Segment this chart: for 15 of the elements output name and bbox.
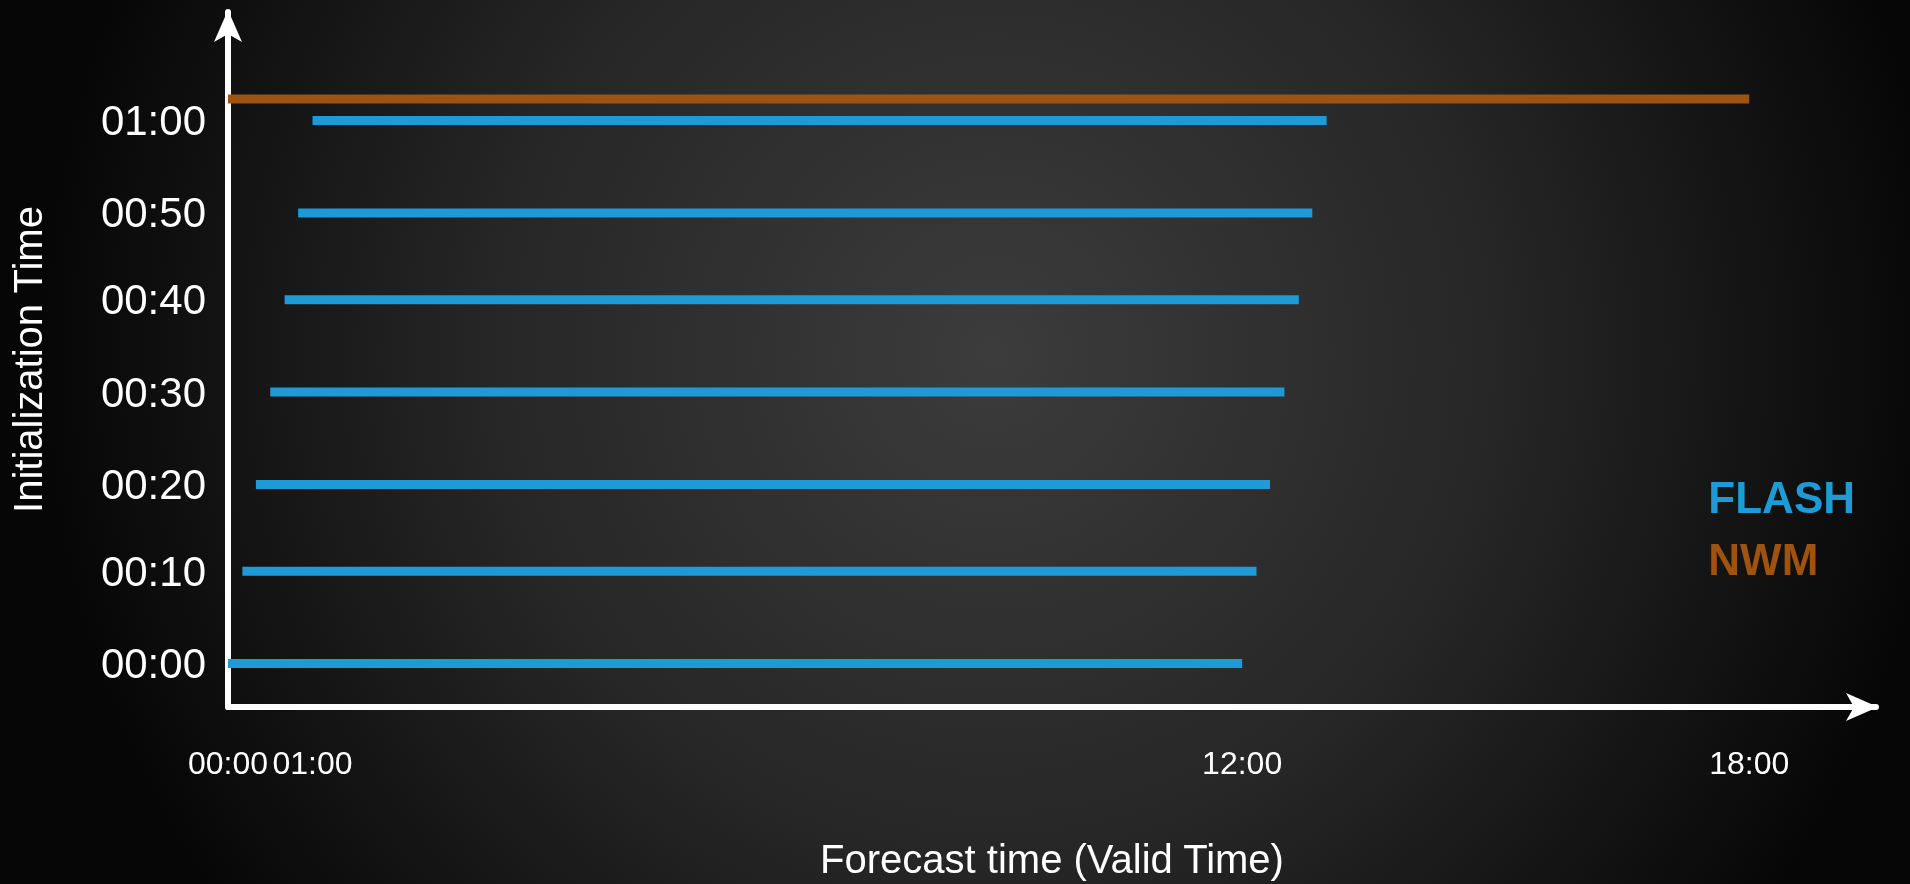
x-tick-label: 00:00 xyxy=(187,745,269,781)
text: FLASH xyxy=(1708,472,1855,522)
x-axis-title: Forecast time (Valid Time) xyxy=(820,837,1284,881)
y-tick-label: 00:40 xyxy=(100,276,206,324)
x-tick-label: 18:00 xyxy=(1709,745,1790,781)
y-tick-label: 00:00 xyxy=(100,640,206,688)
y-tick-label: 00:20 xyxy=(100,460,206,508)
y-tick-label: 00:30 xyxy=(100,368,206,416)
y-tick-label: 00:10 xyxy=(100,547,206,595)
x-tick-label: 01:00 xyxy=(272,745,353,781)
y-axis-title: Initialization Time xyxy=(6,206,50,513)
x-tick-label: 12:00 xyxy=(1202,745,1283,781)
y-tick-label: 01:00 xyxy=(100,97,206,145)
y-tick-label: 00:50 xyxy=(100,189,206,237)
text: NWM xyxy=(1708,534,1819,584)
